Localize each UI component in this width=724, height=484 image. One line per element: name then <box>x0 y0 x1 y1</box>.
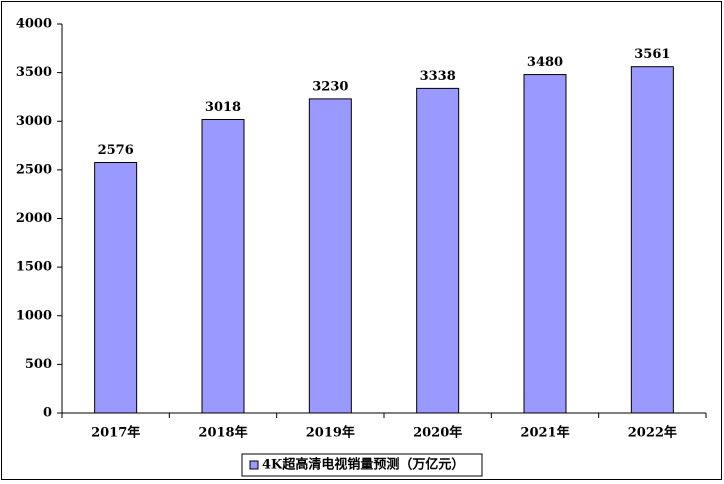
bar <box>308 98 352 414</box>
bar <box>94 161 138 414</box>
y-tick-label: 2000 <box>16 211 52 226</box>
y-tick-label: 1500 <box>16 260 52 275</box>
legend-swatch <box>249 460 259 470</box>
y-tick-label: 500 <box>25 357 52 372</box>
x-tick-label: 2022年 <box>628 425 677 441</box>
y-tick-label: 4000 <box>16 17 52 32</box>
x-tick-label: 2018年 <box>198 425 247 441</box>
data-label: 3480 <box>527 55 563 70</box>
y-tick-label: 2500 <box>16 162 52 177</box>
data-label: 3561 <box>634 47 670 62</box>
bar <box>630 66 674 414</box>
legend-box <box>241 453 483 477</box>
x-tick-label: 2017年 <box>91 425 140 441</box>
x-tick-label: 2020年 <box>413 425 462 441</box>
y-tick-label: 0 <box>43 406 52 421</box>
y-tick-label: 3500 <box>16 65 52 80</box>
legend-label: 4K超高清电视销量预测（万亿元） <box>262 457 464 473</box>
data-label: 3338 <box>420 69 456 84</box>
bar <box>416 87 460 414</box>
data-label: 2576 <box>98 143 134 158</box>
data-label: 3018 <box>205 100 241 115</box>
x-tick-label: 2021年 <box>520 425 569 441</box>
x-tick-label: 2019年 <box>306 425 355 441</box>
bar <box>201 118 245 414</box>
bar <box>523 74 567 414</box>
data-label: 3230 <box>312 79 348 94</box>
y-tick-label: 3000 <box>16 114 52 129</box>
y-tick-label: 1000 <box>16 308 52 323</box>
